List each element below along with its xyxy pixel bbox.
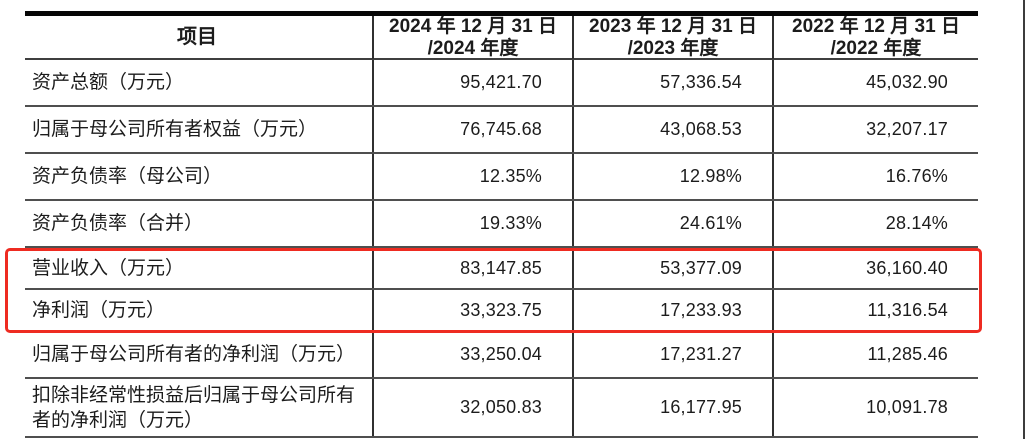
table-row-highlighted: 营业收入（万元） 83,147.85 53,377.09 36,160.40 xyxy=(25,248,978,290)
row-label: 扣除非经常性损益后归属于母公司所有者的净利润（万元） xyxy=(32,384,356,431)
header-col-2022-date: 2022 年 12 月 31 日 xyxy=(792,16,960,37)
financial-table: 项目 2024 年 12 月 31 日 /2024 年度 2023 年 12 月… xyxy=(25,11,978,438)
value-2022: 28.14% xyxy=(772,201,978,246)
table-row: 资产负债率（母公司） 12.35% 12.98% 16.76% xyxy=(25,154,978,201)
value-2022: 45,032.90 xyxy=(772,60,978,105)
header-col-2022: 2022 年 12 月 31 日 /2022 年度 xyxy=(772,16,978,59)
value-2024: 76,745.68 xyxy=(372,107,572,152)
value-2024: 33,323.75 xyxy=(372,290,572,330)
value-2024: 83,147.85 xyxy=(372,248,572,288)
value-2023: 43,068.53 xyxy=(572,107,772,152)
row-label: 资产负债率（母公司） xyxy=(32,166,223,187)
value-2024: 12.35% xyxy=(372,154,572,199)
value-2022: 11,316.54 xyxy=(772,290,978,330)
value-2022: 32,207.17 xyxy=(772,107,978,152)
value-2023: 16,177.95 xyxy=(572,379,772,436)
table-row: 资产负债率（合并） 19.33% 24.61% 28.14% xyxy=(25,201,978,248)
table-row: 扣除非经常性损益后归属于母公司所有者的净利润（万元） 32,050.83 16,… xyxy=(25,379,978,438)
value-2024: 19.33% xyxy=(372,201,572,246)
header-col-2022-period: /2022 年度 xyxy=(830,37,922,59)
header-col-2023-period: /2023 年度 xyxy=(627,37,719,59)
value-2023: 12.98% xyxy=(572,154,772,199)
value-2023: 57,336.54 xyxy=(572,60,772,105)
value-2024: 33,250.04 xyxy=(372,332,572,377)
table-row: 资产总额（万元） 95,421.70 57,336.54 45,032.90 xyxy=(25,60,978,107)
header-col-2023: 2023 年 12 月 31 日 /2023 年度 xyxy=(572,16,772,59)
row-label: 净利润（万元） xyxy=(32,299,166,321)
header-item-column: 项目 xyxy=(177,26,217,48)
table-header-row: 项目 2024 年 12 月 31 日 /2024 年度 2023 年 12 月… xyxy=(25,16,978,60)
value-2023: 17,233.93 xyxy=(572,290,772,330)
table-row: 归属于母公司所有者的净利润（万元） 33,250.04 17,231.27 11… xyxy=(25,332,978,379)
value-2023: 17,231.27 xyxy=(572,332,772,377)
header-col-2024: 2024 年 12 月 31 日 /2024 年度 xyxy=(372,16,572,59)
page-right-border xyxy=(1023,0,1025,439)
row-label: 资产总额（万元） xyxy=(32,72,185,93)
header-col-2024-date: 2024 年 12 月 31 日 xyxy=(389,16,557,37)
row-label: 资产负债率（合并） xyxy=(32,213,204,234)
value-2022: 11,285.46 xyxy=(772,332,978,377)
table-row-highlighted: 净利润（万元） 33,323.75 17,233.93 11,316.54 xyxy=(25,290,978,332)
value-2024: 95,421.70 xyxy=(372,60,572,105)
value-2022: 10,091.78 xyxy=(772,379,978,436)
value-2024: 32,050.83 xyxy=(372,379,572,436)
header-col-2023-date: 2023 年 12 月 31 日 xyxy=(589,16,757,37)
row-label: 归属于母公司所有者权益（万元） xyxy=(32,119,318,140)
value-2022: 36,160.40 xyxy=(772,248,978,288)
value-2023: 53,377.09 xyxy=(572,248,772,288)
row-label: 归属于母公司所有者的净利润（万元） xyxy=(32,344,356,365)
row-label: 营业收入（万元） xyxy=(32,257,185,279)
table-row: 归属于母公司所有者权益（万元） 76,745.68 43,068.53 32,2… xyxy=(25,107,978,154)
header-col-2024-period: /2024 年度 xyxy=(427,37,519,59)
value-2022: 16.76% xyxy=(772,154,978,199)
value-2023: 24.61% xyxy=(572,201,772,246)
